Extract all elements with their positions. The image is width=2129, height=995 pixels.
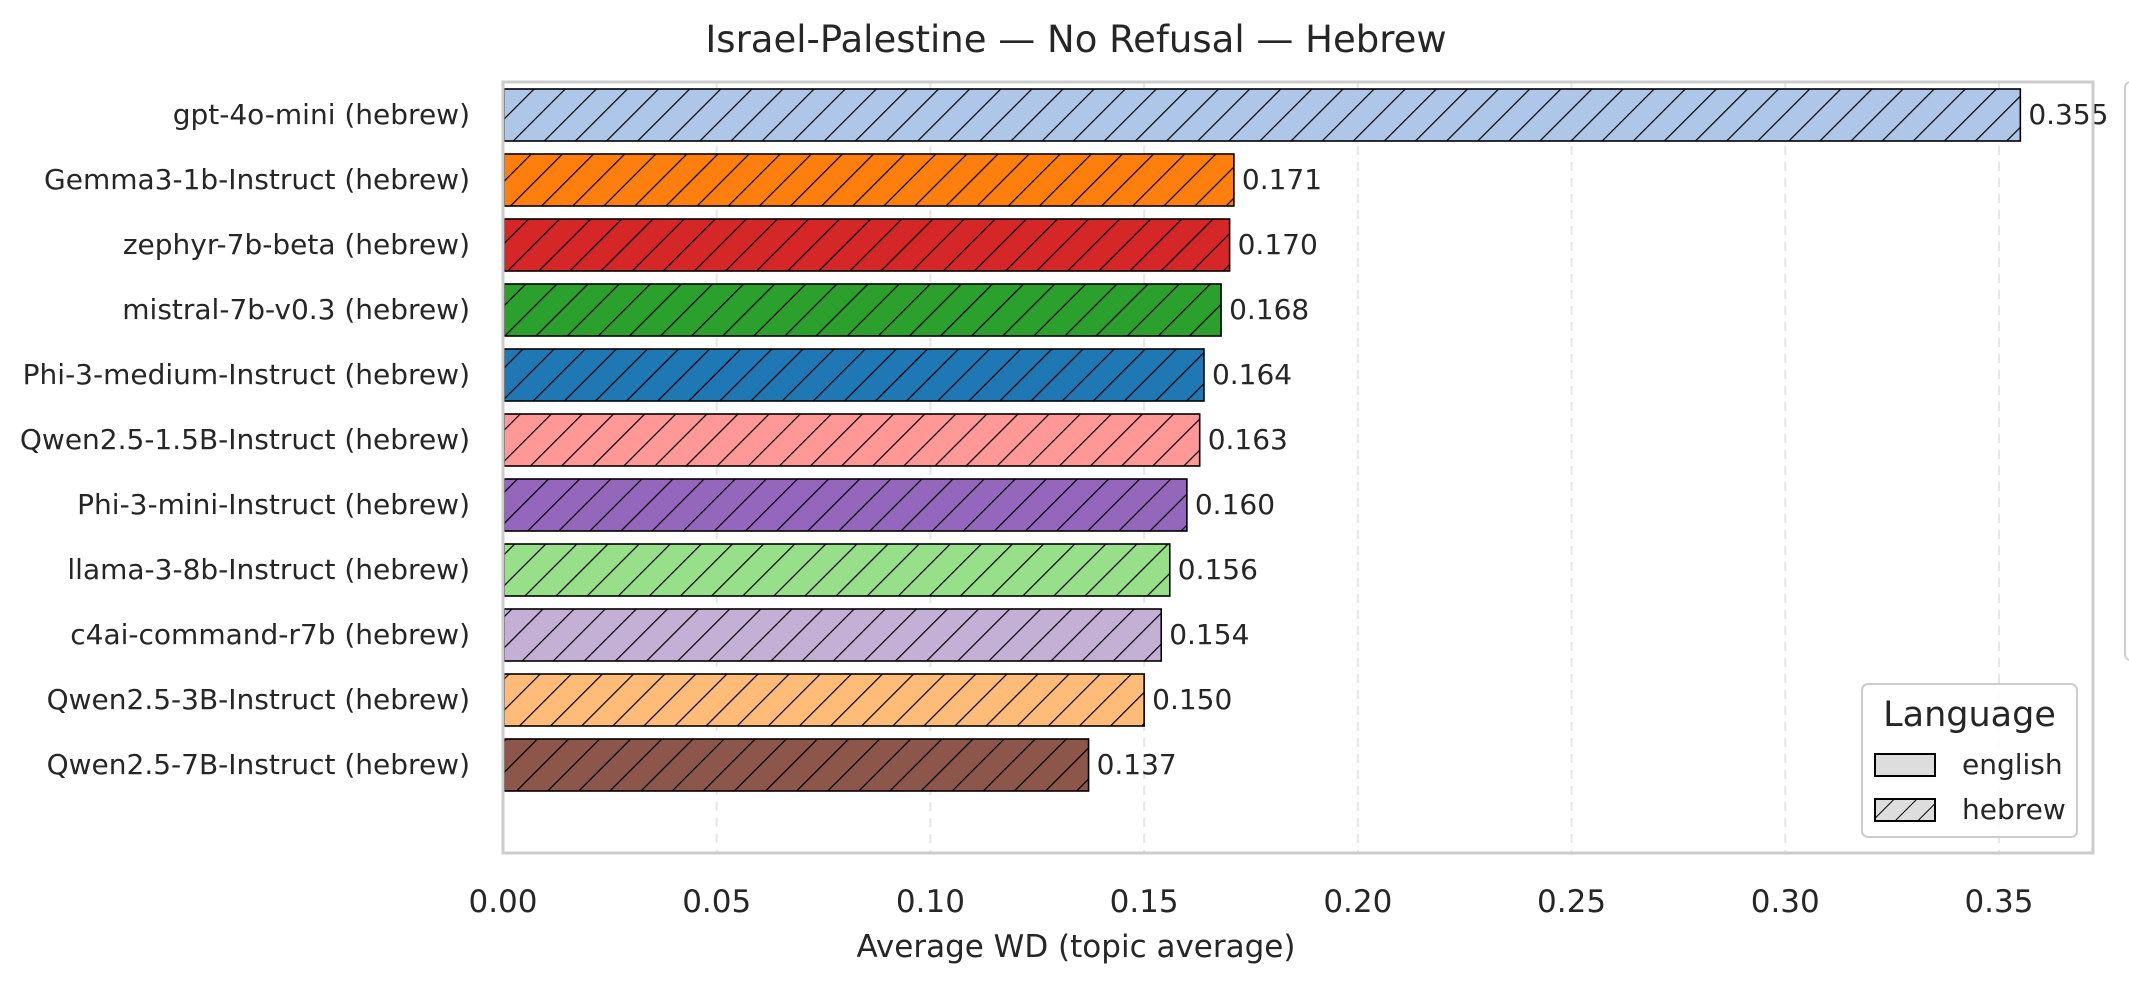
clipped-side-panel	[2124, 81, 2129, 661]
chart-title: Israel-Palestine — No Refusal — Hebrew	[705, 18, 1446, 61]
bar-value-label: 0.171	[1242, 163, 1322, 196]
bar-value-label: 0.170	[1238, 228, 1318, 261]
legend-swatch-hatch	[1874, 798, 1936, 822]
x-tick-label: 0.10	[896, 884, 965, 920]
bar-value-label: 0.156	[1178, 553, 1258, 586]
y-tick-label: Qwen2.5-3B-Instruct (hebrew)	[47, 683, 470, 716]
bar-hatch	[503, 738, 1090, 792]
bar-hatch	[503, 153, 1235, 207]
y-tick-label: c4ai-command-r7b (hebrew)	[70, 618, 470, 651]
bar-hatch	[503, 218, 1231, 272]
x-tick-label: 0.05	[682, 884, 751, 920]
y-tick-label: Phi-3-mini-Instruct (hebrew)	[77, 488, 470, 521]
x-tick-label: 0.20	[1323, 884, 1392, 920]
bar-value-label: 0.168	[1229, 293, 1309, 326]
legend-label: english	[1962, 748, 2063, 781]
legend-swatch	[1874, 753, 1936, 777]
legend-label: hebrew	[1962, 793, 2066, 826]
bar-hatch	[503, 543, 1171, 597]
x-tick-label: 0.15	[1110, 884, 1179, 920]
x-tick-label: 0.35	[1964, 884, 2033, 920]
bar-value-label: 0.160	[1195, 488, 1275, 521]
bar-value-label: 0.164	[1212, 358, 1292, 391]
bar-hatch	[503, 673, 1145, 727]
legend-title: Language	[1883, 695, 2056, 735]
bar-value-label: 0.137	[1097, 748, 1177, 781]
y-tick-label: mistral-7b-v0.3 (hebrew)	[122, 293, 470, 326]
bar-hatch	[503, 88, 2022, 142]
bar-hatch	[503, 478, 1188, 532]
x-tick-label: 0.30	[1751, 884, 1820, 920]
bar-hatch	[503, 413, 1201, 467]
x-tick-label: 0.25	[1537, 884, 1606, 920]
legend: Language english hebrew	[1861, 683, 2078, 838]
y-tick-label: gpt-4o-mini (hebrew)	[173, 98, 470, 131]
y-tick-label: zephyr-7b-beta (hebrew)	[123, 228, 470, 261]
bar-hatch	[503, 608, 1163, 662]
bar-value-label: 0.150	[1152, 683, 1232, 716]
plot-frame	[501, 80, 2095, 855]
bar-hatch	[503, 283, 1222, 337]
y-tick-label: Gemma3-1b-Instruct (hebrew)	[44, 163, 470, 196]
x-tick-label: 0.00	[468, 884, 537, 920]
y-tick-label: llama-3-8b-Instruct (hebrew)	[67, 553, 470, 586]
x-axis-label: Average WD (topic average)	[857, 929, 1296, 965]
bar-hatch	[503, 348, 1205, 402]
bar-value-label: 0.163	[1208, 423, 1288, 456]
y-tick-label: Phi-3-medium-Instruct (hebrew)	[23, 358, 470, 391]
bar-value-label: 0.355	[2028, 98, 2108, 131]
y-tick-label: Qwen2.5-1.5B-Instruct (hebrew)	[20, 423, 470, 456]
bar-value-label: 0.154	[1169, 618, 1249, 651]
y-tick-label: Qwen2.5-7B-Instruct (hebrew)	[47, 748, 470, 781]
